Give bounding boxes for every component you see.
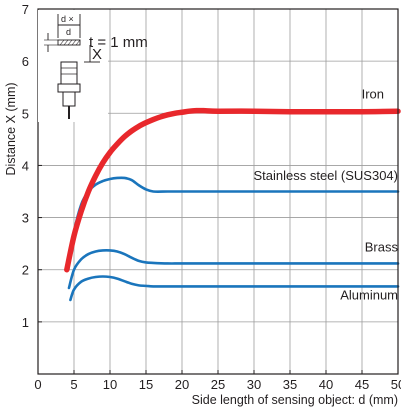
frame-layer bbox=[37, 8, 399, 375]
target-hatch-1 bbox=[59, 39, 65, 46]
x-tick-label: 25 bbox=[211, 377, 225, 392]
x-tick-label: 5 bbox=[70, 377, 77, 392]
y-tick-label: 4 bbox=[22, 158, 29, 173]
x-tick-label: 20 bbox=[175, 377, 189, 392]
d-label: d bbox=[66, 27, 71, 37]
x-tick-label: 45 bbox=[355, 377, 369, 392]
y-tick-label: 6 bbox=[22, 54, 29, 69]
x-tick-label: 40 bbox=[319, 377, 333, 392]
series-label-stainless-steel-sus304: Stainless steel (SUS304) bbox=[253, 168, 398, 183]
target-hatch-5 bbox=[75, 39, 81, 46]
series-line-brass bbox=[67, 248, 400, 290]
series-line-stainless-steel-sus304 bbox=[66, 176, 400, 272]
y-axis-label: Distance X (mm) bbox=[4, 82, 18, 175]
target-plate bbox=[57, 39, 81, 46]
x-tick-label: 15 bbox=[139, 377, 153, 392]
sensor-nut bbox=[57, 83, 81, 93]
series-line-aluminum bbox=[69, 275, 400, 302]
x-tick-label: 10 bbox=[103, 377, 117, 392]
series-line-iron bbox=[64, 107, 401, 273]
series-label-iron: Iron bbox=[362, 87, 384, 102]
series-label-aluminum: Aluminum bbox=[340, 287, 398, 302]
series-layer bbox=[64, 107, 401, 302]
x-dimension-label: X bbox=[92, 46, 102, 63]
y-tick-label: 5 bbox=[22, 106, 29, 121]
sensor-inset-diagram: d × d t = 1 mm X bbox=[38, 10, 148, 122]
series-label-brass: Brass bbox=[365, 239, 399, 254]
labels-layer: Stainless steel (SUS304) Brass Aluminum Iro… bbox=[4, 2, 401, 407]
thickness-label: t = 1 mm bbox=[89, 34, 148, 51]
x-axis-label: Side length of sensing object: d (mm) bbox=[192, 393, 398, 407]
y-tick-label: 2 bbox=[22, 263, 29, 278]
y-tick-label: 7 bbox=[22, 2, 29, 17]
target-hatch-2 bbox=[63, 39, 69, 46]
sensor-body bbox=[62, 91, 76, 107]
x-tick-label: 35 bbox=[283, 377, 297, 392]
x-tick-label: 50 bbox=[391, 377, 401, 392]
sensor-head bbox=[60, 61, 78, 85]
d-cross-label: d × bbox=[61, 14, 74, 24]
target-hatch-4 bbox=[71, 39, 77, 46]
x-tick-label: 0 bbox=[34, 377, 41, 392]
x-tick-label: 30 bbox=[247, 377, 261, 392]
y-tick-label: 3 bbox=[22, 211, 29, 226]
y-tick-label: 1 bbox=[22, 315, 29, 330]
target-hatch-3 bbox=[67, 39, 73, 46]
